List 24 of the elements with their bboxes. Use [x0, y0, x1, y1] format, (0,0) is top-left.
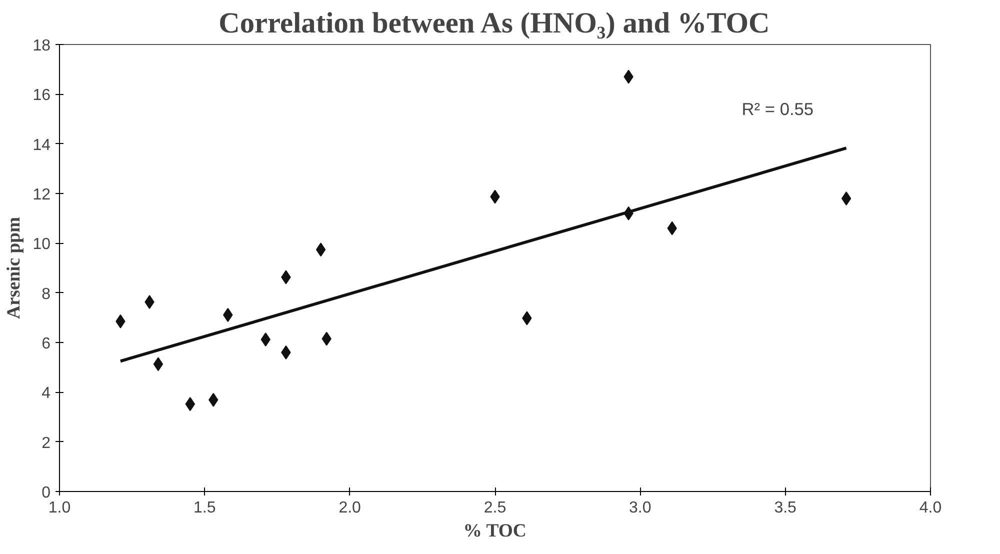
x-tick-label: 2.0 — [338, 500, 362, 516]
point — [841, 191, 852, 206]
y-tick-label: 2 — [42, 434, 51, 452]
y-tick-label: 4 — [42, 385, 51, 402]
x-tick-label: 4.0 — [919, 500, 942, 516]
y-tick-label: 6 — [42, 336, 51, 352]
y-tick-label: 14 — [32, 136, 51, 154]
y-tick-label: 0 — [42, 484, 51, 502]
y-tick-label: 10 — [32, 236, 51, 254]
y-tick-label: 12 — [32, 186, 51, 204]
point — [316, 242, 326, 257]
x-tick-label: 3.0 — [629, 500, 652, 516]
x-tick-label: 2.5 — [484, 500, 506, 516]
y-tick-label: 8 — [42, 286, 51, 303]
y-tick-label: 16 — [32, 87, 51, 104]
point — [153, 357, 164, 372]
annotation: R² = 0.55 — [742, 99, 814, 119]
x-tick-label: 3.5 — [774, 500, 797, 516]
x-tick-label: 1.0 — [48, 500, 71, 516]
chart-title: Correlation between As (HNO₃) and %TOC — [218, 8, 770, 40]
y-tick-label: 18 — [32, 38, 51, 54]
x-tick-label: 1.5 — [194, 500, 216, 516]
y-axis-title: Arsenic ppm — [4, 216, 25, 320]
x-axis-title: % TOC — [463, 520, 526, 542]
